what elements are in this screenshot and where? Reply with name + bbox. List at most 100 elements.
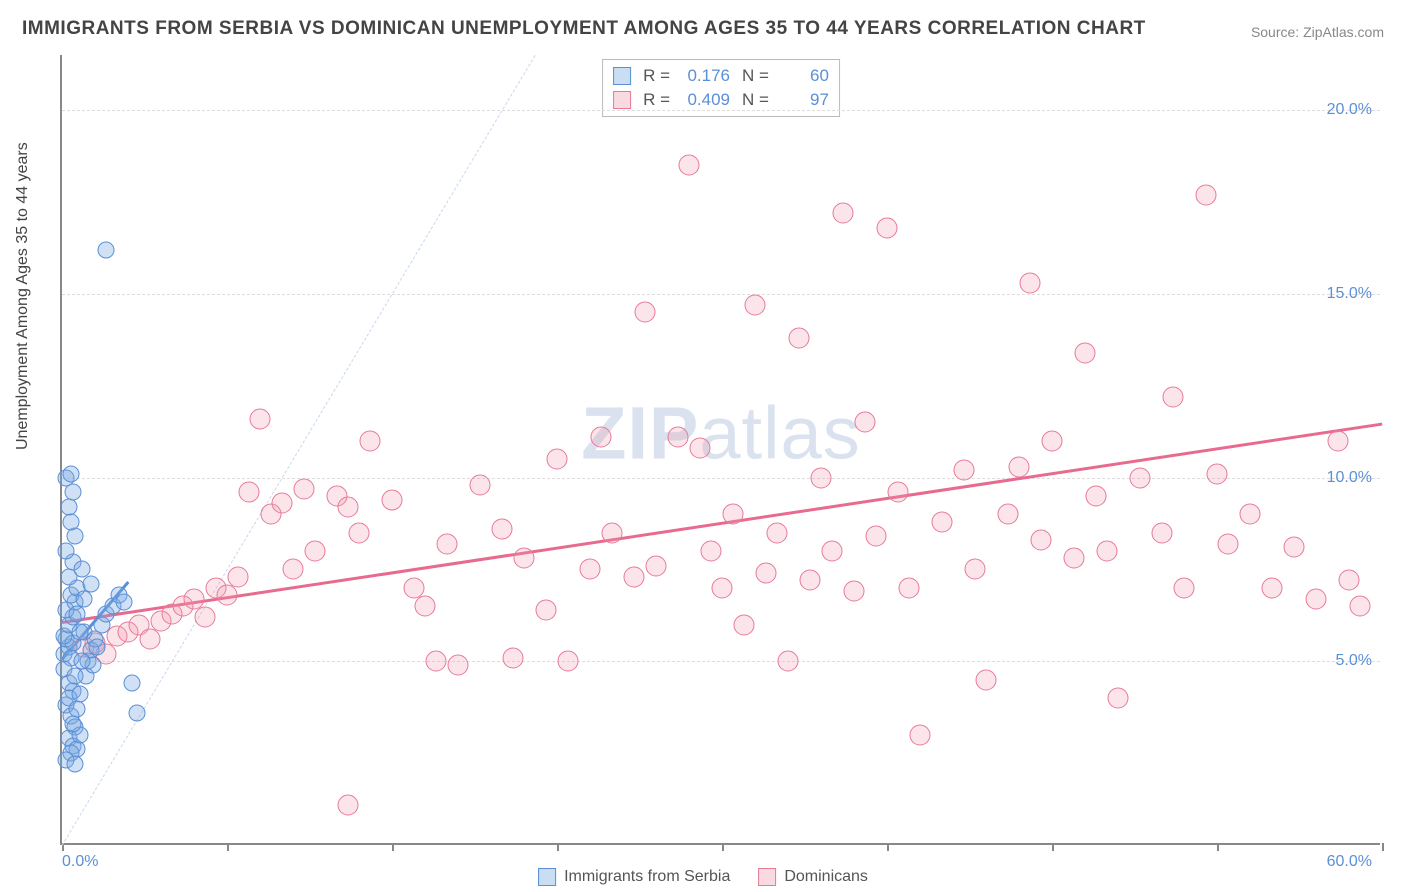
bottom-legend: Immigrants from Serbia Dominicans	[538, 868, 868, 886]
n-value: 60	[777, 64, 829, 88]
scatter-point	[976, 669, 997, 690]
legend-label: Immigrants from Serbia	[564, 868, 730, 886]
scatter-point	[602, 522, 623, 543]
scatter-point	[492, 519, 513, 540]
scatter-point	[415, 596, 436, 617]
scatter-point	[67, 667, 84, 684]
scatter-point	[115, 594, 132, 611]
x-tick	[887, 843, 889, 851]
y-tick-label: 15.0%	[1327, 285, 1372, 303]
scatter-point	[1064, 548, 1085, 569]
scatter-point	[866, 526, 887, 547]
n-label: N =	[742, 64, 769, 88]
watermark: ZIPatlas	[581, 391, 860, 476]
scatter-point	[646, 555, 667, 576]
scatter-point	[1031, 530, 1052, 551]
scatter-point	[98, 241, 115, 258]
stats-row: R = 0.176 N = 60	[613, 64, 829, 88]
scatter-point	[124, 675, 141, 692]
scatter-point	[514, 548, 535, 569]
gridline	[62, 294, 1380, 295]
x-max-label: 60.0%	[1327, 853, 1372, 871]
scatter-point	[668, 427, 689, 448]
scatter-point	[283, 559, 304, 580]
x-tick	[722, 843, 724, 851]
scatter-point	[140, 629, 161, 650]
scatter-point	[76, 590, 93, 607]
scatter-point	[701, 541, 722, 562]
scatter-point	[778, 651, 799, 672]
scatter-point	[305, 541, 326, 562]
scatter-point	[128, 704, 145, 721]
scatter-point	[71, 686, 88, 703]
scatter-point	[789, 327, 810, 348]
scatter-point	[338, 794, 359, 815]
scatter-point	[62, 513, 79, 530]
scatter-point	[756, 563, 777, 584]
scatter-point	[954, 460, 975, 481]
y-tick-label: 10.0%	[1327, 469, 1372, 487]
scatter-point	[679, 155, 700, 176]
legend-item: Immigrants from Serbia	[538, 868, 730, 886]
scatter-point	[448, 654, 469, 675]
stats-row: R = 0.409 N = 97	[613, 88, 829, 112]
n-label: N =	[742, 88, 769, 112]
gridline	[62, 661, 1380, 662]
scatter-point	[1152, 522, 1173, 543]
source-label: Source: ZipAtlas.com	[1251, 24, 1384, 40]
scatter-point	[888, 482, 909, 503]
y-tick-label: 5.0%	[1336, 652, 1372, 670]
scatter-point	[547, 449, 568, 470]
x-tick	[557, 843, 559, 851]
r-label: R =	[643, 64, 670, 88]
scatter-point	[62, 465, 79, 482]
swatch-blue-icon	[613, 67, 631, 85]
scatter-point	[1075, 342, 1096, 363]
scatter-point	[580, 559, 601, 580]
scatter-point	[723, 504, 744, 525]
scatter-point	[349, 522, 370, 543]
scatter-point	[82, 576, 99, 593]
scatter-point	[1328, 430, 1349, 451]
scatter-point	[437, 533, 458, 554]
n-value: 97	[777, 88, 829, 112]
y-axis-label: Unemployment Among Ages 35 to 44 years	[14, 142, 32, 450]
scatter-point	[767, 522, 788, 543]
legend-label: Dominicans	[784, 868, 868, 886]
y-tick-label: 20.0%	[1327, 101, 1372, 119]
r-value: 0.409	[678, 88, 730, 112]
scatter-point	[1174, 577, 1195, 598]
x-tick	[1382, 843, 1384, 851]
scatter-point	[1163, 386, 1184, 407]
scatter-point	[338, 496, 359, 517]
swatch-pink-icon	[758, 868, 776, 886]
scatter-point	[1196, 184, 1217, 205]
scatter-point	[228, 566, 249, 587]
scatter-point	[239, 482, 260, 503]
x-tick	[227, 843, 229, 851]
swatch-blue-icon	[538, 868, 556, 886]
chart-title: IMMIGRANTS FROM SERBIA VS DOMINICAN UNEM…	[22, 18, 1146, 40]
scatter-point	[855, 412, 876, 433]
scatter-point	[591, 427, 612, 448]
scatter-point	[1086, 485, 1107, 506]
scatter-point	[73, 561, 90, 578]
scatter-point	[811, 467, 832, 488]
scatter-point	[89, 638, 106, 655]
scatter-point	[745, 294, 766, 315]
scatter-point	[1306, 588, 1327, 609]
r-label: R =	[643, 88, 670, 112]
scatter-point	[470, 474, 491, 495]
scatter-point	[822, 541, 843, 562]
scatter-point	[1262, 577, 1283, 598]
r-value: 0.176	[678, 64, 730, 88]
scatter-point	[382, 489, 403, 510]
scatter-point	[69, 605, 86, 622]
scatter-point	[899, 577, 920, 598]
scatter-point	[1130, 467, 1151, 488]
swatch-pink-icon	[613, 91, 631, 109]
diagonal-guide	[62, 55, 536, 846]
scatter-point	[65, 484, 82, 501]
scatter-point	[1009, 456, 1030, 477]
scatter-point	[833, 203, 854, 224]
